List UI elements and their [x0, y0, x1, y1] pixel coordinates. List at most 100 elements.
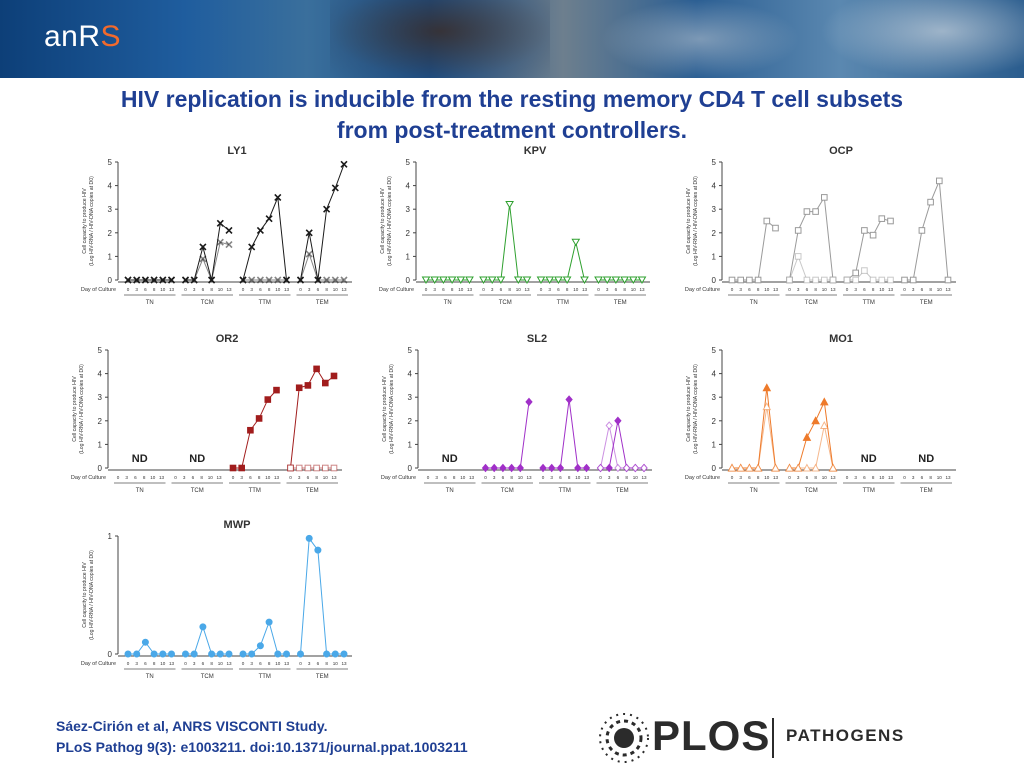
data-point [771, 463, 780, 472]
y-tick-label: 4 [712, 182, 717, 191]
day-tick-label: 10 [265, 475, 271, 480]
citation: Sáez-Cirión et al, ANRS VISCONTI Study. … [56, 716, 468, 758]
subset-label: TEM [920, 300, 933, 306]
day-tick-label: 10 [822, 287, 828, 292]
day-tick-label: 0 [846, 475, 849, 480]
data-point [167, 276, 176, 284]
subset-label: TEM [316, 300, 329, 306]
data-point [305, 250, 313, 258]
data-point [304, 382, 312, 389]
day-tick-label: 3 [298, 475, 301, 480]
day-tick-label: 6 [202, 661, 205, 666]
data-point [763, 217, 771, 225]
x-axis-label: Day of Culture [685, 475, 720, 481]
day-tick-label: 13 [226, 661, 232, 666]
data-point [821, 276, 828, 284]
day-tick-label: 3 [135, 287, 138, 292]
subset-label: TCM [191, 488, 204, 494]
citation-journal: PLoS Pathog 9(3): e1003211. doi:10.1371/… [56, 739, 468, 755]
data-point [861, 267, 868, 274]
day-tick-label: 13 [830, 287, 836, 292]
slide-title: HIV replication is inducible from the re… [40, 84, 984, 146]
data-point [274, 276, 282, 284]
data-point [255, 415, 263, 422]
data-point [918, 227, 926, 234]
data-point [239, 650, 247, 658]
day-tick-label: 6 [559, 475, 562, 480]
y-tick-label: 1 [108, 532, 113, 541]
data-point [190, 276, 198, 284]
day-tick-label: 0 [903, 475, 906, 480]
day-tick-label: 0 [299, 287, 302, 292]
y-tick-label: 0 [98, 464, 103, 473]
data-point [481, 463, 490, 473]
y-tick-label: 5 [108, 158, 113, 167]
y-tick-label: 0 [712, 464, 717, 473]
y-tick-label: 0 [712, 276, 717, 285]
y-tick-label: 5 [712, 346, 717, 355]
data-point [571, 238, 581, 247]
data-point [622, 463, 631, 473]
day-tick-label: 3 [912, 475, 915, 480]
day-tick-label: 8 [623, 287, 626, 292]
day-tick-label: 13 [639, 287, 645, 292]
data-point [927, 198, 934, 206]
data-point [496, 276, 506, 284]
y-tick-label: 4 [406, 182, 411, 191]
data-point [786, 276, 793, 284]
data-point [516, 463, 524, 473]
day-tick-label: 13 [582, 287, 588, 292]
data-point [208, 276, 216, 284]
day-tick-label: 6 [748, 475, 751, 480]
data-point [256, 226, 264, 235]
subset-label: TCM [499, 300, 512, 306]
day-tick-label: 3 [135, 661, 138, 666]
day-tick-label: 3 [240, 475, 243, 480]
title-line-2: from post-treatment controllers. [336, 117, 688, 143]
data-point [216, 238, 224, 246]
day-tick-label: 8 [814, 287, 817, 292]
y-tick-label: 3 [712, 205, 717, 214]
day-tick-label: 6 [442, 287, 445, 292]
data-point [225, 650, 233, 658]
subset-label: TN [146, 300, 154, 306]
day-tick-label: 10 [160, 287, 166, 292]
day-tick-label: 8 [566, 287, 569, 292]
series-line-tcm [185, 625, 229, 655]
plos-pathogens-logo: PLOS PATHOGENS [596, 708, 936, 766]
day-tick-label: 10 [518, 475, 524, 480]
day-tick-label: 6 [806, 475, 809, 480]
data-point [168, 650, 175, 658]
day-tick-label: 10 [323, 475, 329, 480]
chart-title: MO1 [829, 333, 853, 345]
data-point [256, 642, 264, 650]
day-tick-label: 6 [317, 287, 320, 292]
chart-panel-mo1: MO1 Cell capacity to produce HIV(Log HIV-… [676, 328, 966, 503]
y-tick-label: 5 [712, 158, 717, 167]
data-point [754, 276, 762, 284]
data-point [736, 463, 746, 472]
day-tick-label: 6 [502, 475, 505, 480]
day-tick-label: 10 [218, 661, 224, 666]
day-tick-label: 10 [575, 475, 581, 480]
day-tick-label: 8 [929, 287, 932, 292]
data-point [265, 215, 273, 223]
data-point [181, 276, 190, 284]
citation-authors: Sáez-Cirión et al, ANRS VISCONTI Study. [56, 718, 328, 734]
subset-label: TEM [616, 488, 629, 494]
not-done-label: ND [918, 453, 934, 465]
data-point [331, 184, 339, 192]
data-point [208, 650, 216, 658]
day-tick-label: 10 [218, 287, 224, 292]
day-tick-label: 0 [788, 475, 791, 480]
day-tick-label: 6 [863, 287, 866, 292]
subset-label: TTM [259, 674, 271, 680]
day-tick-label: 3 [912, 287, 915, 292]
y-tick-label: 1 [712, 252, 717, 261]
data-point [314, 546, 322, 554]
subset-label: TTM [863, 300, 875, 306]
day-tick-label: 6 [249, 475, 252, 480]
series-line-tcm [789, 254, 833, 281]
day-tick-label: 8 [757, 287, 760, 292]
data-point [199, 255, 207, 263]
